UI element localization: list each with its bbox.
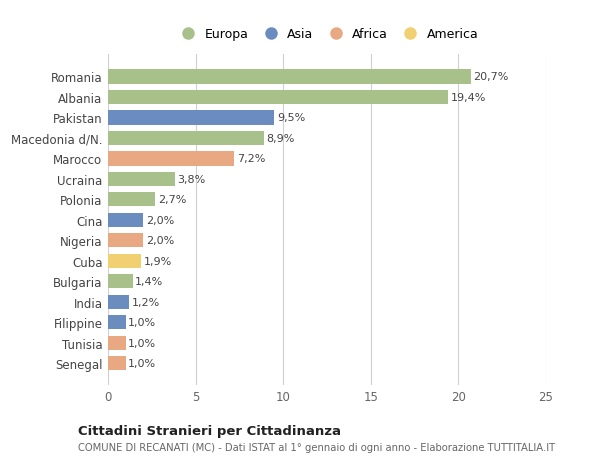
Text: 2,7%: 2,7% — [158, 195, 187, 205]
Text: 1,0%: 1,0% — [128, 338, 156, 348]
Text: COMUNE DI RECANATI (MC) - Dati ISTAT al 1° gennaio di ogni anno - Elaborazione T: COMUNE DI RECANATI (MC) - Dati ISTAT al … — [78, 442, 555, 452]
Text: 7,2%: 7,2% — [237, 154, 265, 164]
Text: 1,0%: 1,0% — [128, 358, 156, 369]
Text: Cittadini Stranieri per Cittadinanza: Cittadini Stranieri per Cittadinanza — [78, 425, 341, 437]
Bar — [108, 234, 143, 248]
Text: 8,9%: 8,9% — [266, 134, 295, 144]
Legend: Europa, Asia, Africa, America: Europa, Asia, Africa, America — [170, 23, 484, 46]
Text: 1,4%: 1,4% — [135, 277, 163, 286]
Bar — [108, 336, 125, 350]
Bar — [108, 152, 234, 166]
Text: 2,0%: 2,0% — [146, 236, 174, 246]
Text: 9,5%: 9,5% — [277, 113, 305, 123]
Text: 20,7%: 20,7% — [473, 72, 509, 82]
Bar — [108, 131, 264, 146]
Text: 1,9%: 1,9% — [144, 256, 172, 266]
Bar — [108, 111, 274, 125]
Bar — [108, 172, 175, 187]
Bar — [108, 274, 133, 289]
Bar — [108, 254, 141, 269]
Bar — [108, 213, 143, 228]
Text: 19,4%: 19,4% — [451, 93, 486, 103]
Bar — [108, 70, 470, 84]
Text: 1,0%: 1,0% — [128, 318, 156, 328]
Bar — [108, 193, 155, 207]
Text: 2,0%: 2,0% — [146, 215, 174, 225]
Bar — [108, 315, 125, 330]
Bar — [108, 356, 125, 370]
Text: 3,8%: 3,8% — [177, 174, 205, 185]
Bar — [108, 295, 129, 309]
Bar — [108, 90, 448, 105]
Text: 1,2%: 1,2% — [131, 297, 160, 307]
